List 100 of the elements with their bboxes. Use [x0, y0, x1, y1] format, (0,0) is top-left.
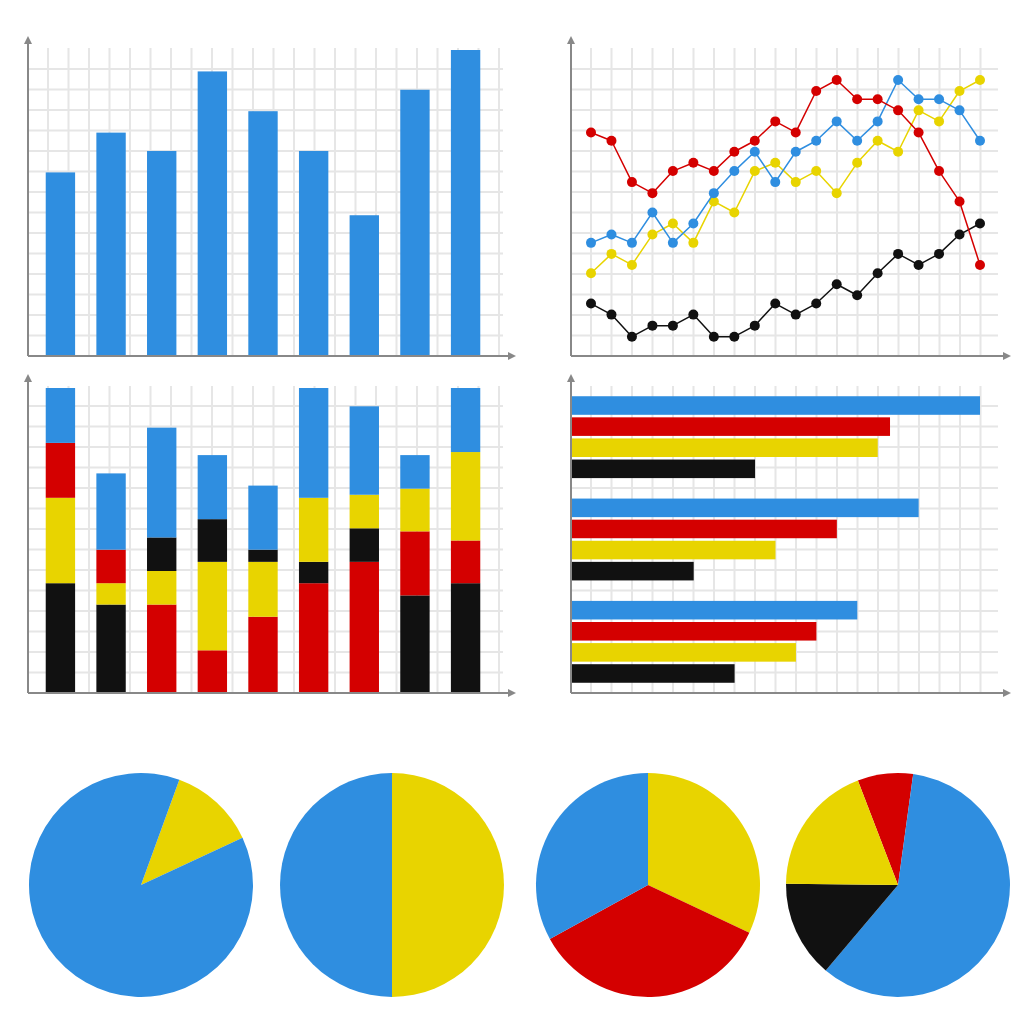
bar: [96, 473, 126, 550]
point: [811, 86, 822, 97]
point: [954, 105, 965, 116]
bar: [571, 622, 817, 641]
bar: [147, 537, 177, 571]
bar: [298, 583, 329, 693]
bar: [298, 561, 329, 584]
bar: [349, 528, 379, 562]
bar: [349, 494, 379, 529]
bar: [450, 388, 481, 453]
bar: [571, 600, 858, 620]
point: [770, 116, 781, 127]
bar: [349, 215, 379, 356]
point: [934, 116, 945, 127]
point: [934, 166, 945, 177]
bar: [96, 583, 126, 605]
point: [872, 268, 883, 279]
pie-slice: [825, 774, 1010, 997]
bar: [197, 71, 228, 356]
bar: [197, 519, 228, 562]
point: [667, 218, 678, 229]
point: [606, 248, 617, 259]
point: [749, 146, 760, 157]
point: [934, 94, 945, 105]
point: [626, 331, 637, 342]
bar: [571, 561, 694, 581]
bar: [571, 396, 980, 415]
bar: [96, 604, 126, 693]
point: [872, 116, 883, 127]
bar: [147, 427, 177, 538]
point: [893, 146, 904, 157]
bar: [450, 452, 481, 541]
point: [729, 207, 740, 218]
pie-slice: [786, 780, 898, 885]
point: [749, 135, 760, 146]
pie-slice: [786, 883, 898, 971]
point: [729, 331, 740, 342]
point: [872, 94, 883, 105]
pie-slice: [648, 773, 760, 933]
bar: [248, 485, 278, 550]
point: [790, 177, 801, 188]
bar: [197, 455, 228, 520]
bar: [45, 497, 76, 584]
point: [667, 320, 678, 331]
point: [626, 177, 637, 188]
point: [586, 237, 596, 248]
point: [606, 135, 617, 146]
point: [729, 146, 740, 157]
point: [790, 146, 801, 157]
bar: [45, 388, 76, 443]
point: [667, 237, 678, 248]
point: [975, 259, 985, 270]
pie-slice: [29, 773, 253, 997]
point: [831, 116, 842, 127]
bar: [400, 595, 430, 693]
point: [606, 309, 617, 320]
point: [586, 268, 596, 279]
bar: [571, 438, 878, 457]
bar: [298, 150, 329, 356]
bar: [400, 455, 430, 489]
pie-slice: [536, 773, 648, 939]
point: [708, 331, 719, 342]
point: [790, 309, 801, 320]
point: [647, 320, 658, 331]
point: [913, 105, 924, 116]
point: [626, 259, 637, 270]
point: [647, 207, 658, 218]
point: [913, 259, 924, 270]
bar: [147, 604, 177, 693]
bar: [96, 132, 126, 356]
bar: [248, 111, 278, 356]
bar: [571, 498, 919, 518]
bar: [147, 150, 177, 356]
point: [954, 196, 965, 207]
point: [770, 298, 781, 309]
bar: [197, 561, 228, 651]
point: [934, 248, 945, 259]
pie-slice: [857, 773, 914, 885]
bar: [349, 406, 379, 495]
bar: [450, 583, 481, 693]
pie-slice: [141, 779, 243, 885]
bar: [147, 571, 177, 605]
point: [893, 105, 904, 116]
point: [749, 166, 760, 177]
point: [831, 188, 842, 199]
bar: [400, 89, 430, 356]
point: [954, 229, 965, 240]
point: [811, 298, 822, 309]
pie-slice: [280, 773, 392, 997]
point: [872, 135, 883, 146]
bar: [571, 519, 837, 539]
pie-slice: [549, 885, 750, 997]
point: [831, 75, 842, 85]
point: [852, 135, 863, 146]
point: [770, 177, 781, 188]
point: [852, 157, 863, 168]
bar: [450, 50, 481, 356]
point: [852, 94, 863, 105]
point: [688, 309, 699, 320]
point: [606, 229, 617, 240]
